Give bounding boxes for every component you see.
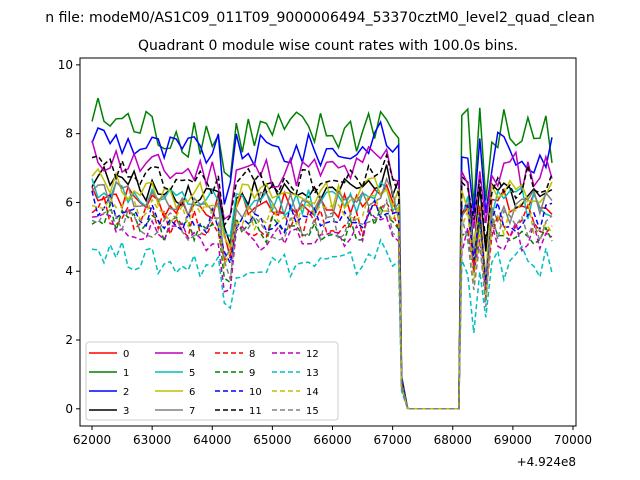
x-tick-label: 67000 xyxy=(374,433,412,447)
y-axis: 0 2 4 6 8 10 xyxy=(58,58,80,416)
x-tick-label: 68000 xyxy=(434,433,472,447)
x-tick-label: 65000 xyxy=(253,433,291,447)
x-offset-label: +4.924e8 xyxy=(517,455,576,469)
legend-label-4: 4 xyxy=(189,349,195,360)
series-line-12 xyxy=(91,208,553,410)
x-axis: 62000 63000 64000 65000 66000 67000 68000 69000… xyxy=(73,426,592,447)
chart-title: Quadrant 0 module wise count rates with … xyxy=(138,38,518,54)
legend-label-3: 3 xyxy=(123,406,129,417)
figure-suptitle: n file: modeM0/AS1C09_011T09_9000006494_… xyxy=(45,10,594,26)
plot-area xyxy=(91,97,553,410)
legend-label-2: 2 xyxy=(123,387,129,398)
series-line-8 xyxy=(91,193,553,410)
legend-label-11: 11 xyxy=(249,406,262,417)
series-line-4 xyxy=(91,140,553,410)
series-line-11 xyxy=(91,152,553,410)
y-tick-label: 0 xyxy=(65,402,73,416)
legend-label-13: 13 xyxy=(306,368,319,379)
x-tick-label: 70000 xyxy=(554,433,592,447)
series-line-2 xyxy=(91,119,553,410)
y-tick-label: 8 xyxy=(65,127,73,141)
x-tick-label: 64000 xyxy=(193,433,231,447)
legend-label-9: 9 xyxy=(249,368,255,379)
legend-label-15: 15 xyxy=(306,406,319,417)
x-tick-label: 62000 xyxy=(73,433,111,447)
legend-label-7: 7 xyxy=(189,406,195,417)
legend-box xyxy=(85,341,339,421)
legend-label-5: 5 xyxy=(189,368,195,379)
legend-label-10: 10 xyxy=(249,387,262,398)
x-tick-label: 66000 xyxy=(313,433,351,447)
series-line-10 xyxy=(91,190,553,410)
x-tick-label: 69000 xyxy=(494,433,532,447)
legend-label-14: 14 xyxy=(306,387,319,398)
y-tick-label: 2 xyxy=(65,333,73,347)
y-tick-label: 6 xyxy=(65,195,73,209)
legend-label-1: 1 xyxy=(123,368,129,379)
series-line-13 xyxy=(91,238,553,410)
x-tick-label: 63000 xyxy=(133,433,171,447)
legend-label-8: 8 xyxy=(249,349,255,360)
plot-frame xyxy=(79,57,577,427)
series-line-15 xyxy=(91,197,553,410)
series-line-14 xyxy=(91,194,553,410)
legend-label-0: 0 xyxy=(123,349,129,360)
y-tick-label: 10 xyxy=(58,58,73,72)
legend-label-12: 12 xyxy=(306,349,319,360)
legend-label-6: 6 xyxy=(189,387,195,398)
y-tick-label: 4 xyxy=(65,264,73,278)
